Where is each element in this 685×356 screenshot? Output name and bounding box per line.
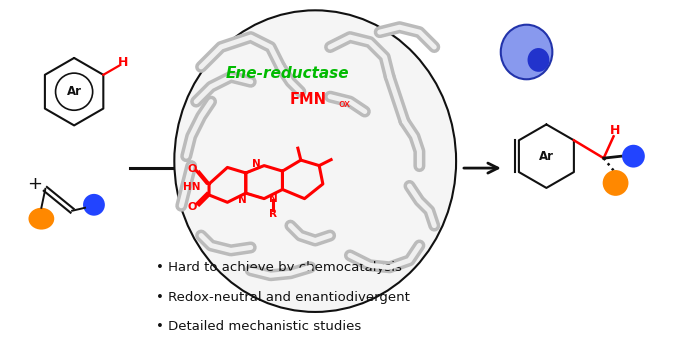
- Text: Ar: Ar: [66, 85, 82, 98]
- Text: ox: ox: [338, 99, 350, 109]
- Text: +: +: [27, 175, 42, 193]
- Text: • Detailed mechanistic studies: • Detailed mechanistic studies: [156, 320, 362, 333]
- Text: Ene-reductase: Ene-reductase: [225, 66, 349, 81]
- Text: Ar: Ar: [539, 150, 554, 163]
- Text: N: N: [269, 194, 277, 204]
- Ellipse shape: [83, 194, 105, 216]
- Text: H: H: [610, 124, 620, 137]
- Text: FMN: FMN: [290, 92, 327, 107]
- Text: N: N: [251, 159, 260, 169]
- Circle shape: [622, 145, 645, 168]
- Circle shape: [603, 170, 628, 196]
- Text: HN: HN: [183, 183, 200, 193]
- Text: O: O: [188, 164, 197, 174]
- Ellipse shape: [29, 208, 54, 230]
- Ellipse shape: [501, 25, 552, 79]
- Text: • Hard to achieve by chemocatalysis: • Hard to achieve by chemocatalysis: [156, 261, 402, 274]
- Text: O: O: [188, 202, 197, 212]
- Text: • Redox-neutral and enantiodivergent: • Redox-neutral and enantiodivergent: [156, 290, 410, 304]
- Ellipse shape: [174, 10, 456, 312]
- Text: R: R: [269, 209, 277, 219]
- Text: H: H: [118, 56, 128, 69]
- Ellipse shape: [527, 48, 549, 72]
- Text: N: N: [238, 195, 247, 205]
